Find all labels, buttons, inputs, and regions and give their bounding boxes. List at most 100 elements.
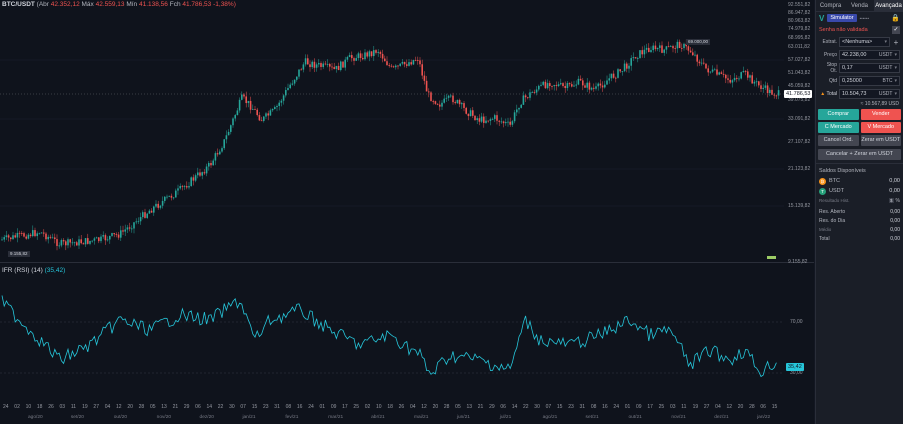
date-axis-tick: 04 [104, 404, 111, 410]
candle-body [555, 85, 558, 86]
price-input[interactable]: 42.238,00 USDT ▾ [839, 50, 900, 60]
stop-label: Stop Ot. [826, 62, 837, 74]
stop-input[interactable]: 0,17 USDT ▾ [839, 63, 900, 73]
candle-body [315, 64, 318, 68]
sell-button[interactable]: Vender [860, 109, 901, 120]
candle-body [436, 103, 439, 105]
strategy-select[interactable]: <Nenhuma> ▾ [839, 37, 890, 47]
candle-body [716, 69, 718, 75]
candle-body [175, 190, 177, 198]
candle-body [230, 125, 232, 132]
candle-body [485, 120, 487, 123]
market-buy-button[interactable]: C Mercado [818, 122, 859, 133]
candle-body [445, 97, 448, 99]
pane-divider[interactable] [0, 262, 814, 263]
zero-usdt-button[interactable]: Zerar em USDT [860, 135, 901, 146]
check-icon[interactable]: ✓ [892, 25, 900, 34]
date-axis-tick: 27 [703, 404, 710, 410]
tab-buy[interactable]: Compra [819, 3, 842, 9]
qty-input[interactable]: 0,25000 BTC ▾ [839, 76, 900, 86]
candle-body [584, 85, 586, 88]
date-axis-tick: 09 [330, 404, 337, 410]
candle-body [203, 172, 206, 174]
candle-body [579, 78, 582, 81]
currency-toggle[interactable]: $ [889, 198, 894, 203]
password-warning[interactable]: Senha não validada [819, 26, 868, 33]
candle-body [564, 86, 566, 89]
candle-body [300, 69, 302, 71]
candle-body [177, 188, 179, 191]
candle-body [329, 64, 331, 67]
candle-body [375, 50, 377, 53]
price-chart[interactable] [0, 0, 814, 424]
date-axis-tick: 06 [500, 404, 506, 410]
rsi-line [1, 295, 777, 378]
month-axis-tick: ago/20 [28, 415, 43, 420]
total-row: ▲ Total 10.504,73 USDT ▾ [816, 88, 903, 100]
date-axis-tick: 30 [229, 404, 235, 410]
tab-sell[interactable]: Venda [850, 3, 869, 9]
candle-body [681, 48, 683, 49]
date-axis-tick: 03 [59, 404, 66, 410]
high-marker: 69.000,00 [686, 39, 711, 45]
cancel-and-zero-button[interactable]: Cancelar + Zerar em USDT [818, 149, 901, 160]
candle-body [533, 92, 536, 93]
chevron-down-icon: ▾ [894, 65, 897, 71]
candle-body [287, 88, 289, 91]
candle-body [720, 72, 723, 74]
date-axis-tick: 10 [25, 404, 32, 410]
date-axis-tick: 12 [421, 404, 427, 410]
candle-body [351, 55, 353, 59]
high-value: 42.559,13 [95, 1, 125, 8]
candle-body [775, 95, 778, 97]
lock-icon[interactable]: 🔒 [891, 15, 900, 22]
account-selector[interactable]: Simulator [827, 14, 857, 22]
date-axis-tick: 18 [36, 404, 43, 410]
open-value: 42.352,12 [50, 1, 80, 8]
candle-body [254, 109, 256, 110]
candle-body [542, 81, 544, 85]
candle-body [432, 101, 434, 102]
candle-body [157, 203, 159, 208]
candle-body [183, 186, 186, 187]
current-price-tag: 41.786,53 [784, 90, 813, 98]
total-input[interactable]: 10.504,73 USDT ▾ [839, 89, 900, 99]
month-axis-tick: jul/21 [499, 415, 512, 420]
candle-body [153, 206, 155, 213]
buy-button[interactable]: Comprar [818, 109, 859, 120]
candle-body [164, 196, 166, 201]
candle-body [676, 41, 679, 49]
date-axis-tick: 01 [624, 404, 631, 410]
candle-body [604, 84, 606, 88]
candle-body [623, 63, 626, 72]
candle-body [335, 65, 338, 69]
candle-body [243, 94, 245, 97]
market-sell-button[interactable]: V Mercado [860, 122, 901, 133]
candle-body [527, 97, 529, 99]
price-axis-tick: 45.059,82 [788, 83, 811, 89]
date-axis-tick: 04 [715, 404, 721, 410]
percent-toggle[interactable]: % [895, 197, 900, 204]
add-strategy-button[interactable]: + [893, 37, 899, 47]
candle-body [366, 52, 368, 57]
candle-body [93, 238, 96, 241]
tab-advanced[interactable]: Avançada [874, 0, 903, 11]
candle-body [370, 51, 373, 57]
date-axis-tick: 23 [263, 404, 269, 410]
candle-body [540, 84, 542, 86]
date-axis-tick: 05 [149, 404, 156, 410]
date-axis-tick: 07 [545, 404, 552, 410]
price-axis-tick: 39.075,82 [788, 97, 811, 103]
cancel-orders-button[interactable]: Cancel Ord. [818, 135, 859, 146]
candle-body [612, 73, 615, 78]
chart-area[interactable]: BTC/USDT (Abr 42.352,12 Máx 42.559,13 Mí… [0, 0, 814, 424]
candle-body [707, 68, 709, 73]
candle-body [276, 105, 278, 108]
date-axis-tick: 08 [590, 404, 597, 410]
date-axis-tick: 25 [658, 404, 665, 410]
candle-body [670, 46, 672, 47]
date-axis-tick: 24 [613, 404, 619, 410]
date-axis-tick: 21 [477, 404, 484, 410]
date-axis-tick: 13 [161, 404, 167, 410]
candle-body [344, 59, 346, 68]
